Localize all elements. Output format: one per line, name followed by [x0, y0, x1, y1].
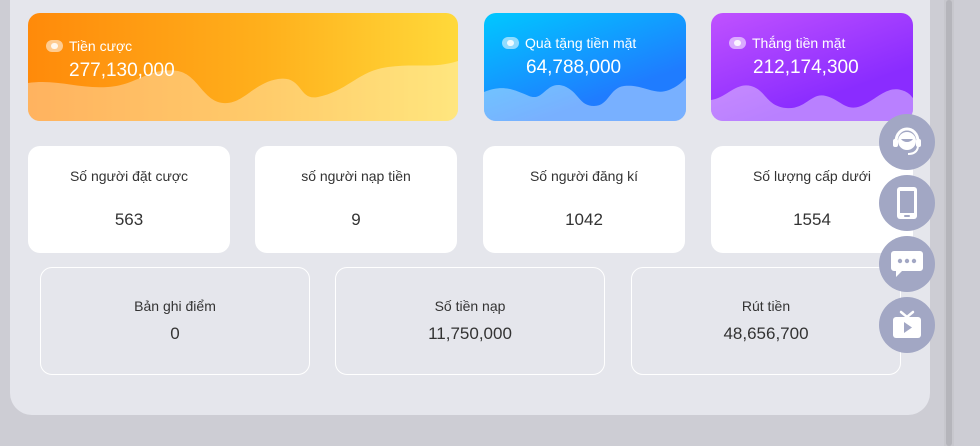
stat-value: 9 — [351, 210, 361, 229]
stat-value: 1554 — [793, 210, 831, 229]
gift-summary-card: Quà tặng tiền mặt 64,788,000 — [484, 13, 686, 121]
bet-summary-card: Tiền cược 277,130,000 — [28, 13, 458, 121]
mobile-app-button[interactable] — [879, 175, 935, 231]
stat-value: 563 — [114, 210, 144, 229]
stat-label: Số người đặt cược — [69, 168, 189, 184]
coin-icon — [46, 40, 63, 52]
stat-label: Số lượng cấp dưới — [752, 168, 872, 184]
box-label: Rút tiền — [741, 298, 791, 314]
bet-label: Tiền cược — [46, 38, 132, 54]
customer-service-button[interactable] — [879, 114, 935, 170]
box-label: Số tiền nạp — [434, 298, 506, 314]
box-deposit-amount: Số tiền nạp 11,750,000 — [335, 267, 605, 375]
box-withdrawal: Rút tiền 48,656,700 — [631, 267, 901, 375]
wave-decoration — [484, 78, 686, 121]
box-value: 11,750,000 — [428, 324, 512, 343]
mobile-icon — [897, 187, 917, 219]
trophy-icon — [729, 37, 746, 49]
win-label: Thắng tiền mặt — [729, 35, 845, 51]
gift-value: 64,788,000 — [526, 57, 622, 78]
scrollbar-thumb[interactable] — [946, 0, 952, 446]
stat-label: Số người đăng kí — [529, 168, 639, 184]
win-summary-card: Thắng tiền mặt 212,174,300 — [711, 13, 913, 121]
stat-card-bettors: Số người đặt cược 563 — [28, 146, 230, 253]
wave-decoration — [711, 85, 913, 121]
box-value: 48,656,700 — [723, 324, 809, 343]
stat-card-registrations: Số người đăng kí 1042 — [483, 146, 685, 253]
chat-icon — [891, 251, 923, 277]
box-label: Bản ghi điểm — [134, 298, 216, 314]
stat-label: số người nạp tiền — [301, 168, 411, 184]
gift-icon — [502, 37, 519, 49]
video-button[interactable] — [879, 297, 935, 353]
video-icon — [893, 310, 921, 338]
stat-value: 1042 — [565, 210, 603, 229]
chat-button[interactable] — [879, 236, 935, 292]
wave-decoration — [28, 61, 458, 121]
stat-card-depositors: số người nạp tiền 9 — [255, 146, 457, 253]
customer-service-icon — [893, 127, 921, 155]
bet-value: 277,130,000 — [69, 60, 175, 81]
gift-label: Quà tặng tiền mặt — [502, 35, 636, 51]
win-value: 212,174,300 — [753, 57, 859, 78]
box-value: 0 — [170, 324, 180, 343]
box-points-record: Bản ghi điểm 0 — [40, 267, 310, 375]
